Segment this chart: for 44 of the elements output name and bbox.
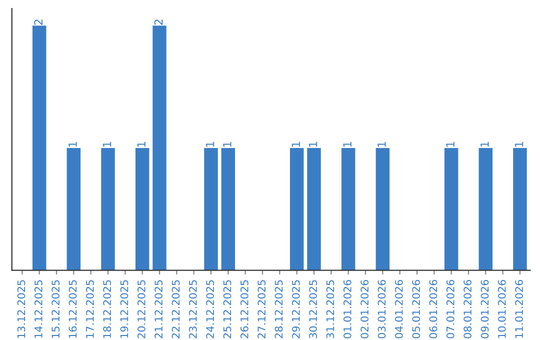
x-tick-label: 07.01.2026	[446, 280, 454, 338]
x-tick-label: 29.12.2025	[292, 280, 300, 338]
x-tick-label: 09.01.2026	[480, 280, 489, 338]
x-tick-label: 15.12.2025	[52, 280, 60, 338]
data-label: 1	[378, 142, 386, 147]
data-label: 1	[68, 142, 77, 147]
data-label: 2	[154, 20, 163, 25]
data-label: 1	[446, 142, 454, 147]
x-tick-label: 17.12.2025	[86, 280, 94, 338]
x-tick-label: 05.01.2026	[412, 280, 420, 338]
x-tick-label: 11.01.2026	[515, 280, 524, 338]
data-label: 1	[292, 142, 300, 147]
data-label: 1	[343, 142, 352, 147]
x-tick-label: 04.01.2026	[394, 280, 403, 338]
x-tick-label: 31.12.2025	[326, 280, 334, 338]
x-tick-label: 16.12.2025	[68, 280, 77, 338]
x-tick-label: 13.12.2025	[17, 280, 26, 338]
data-label: 1	[206, 142, 214, 147]
x-tick-label: 06.01.2026	[429, 280, 438, 338]
x-tick-label: 20.12.2025	[137, 280, 146, 338]
x-tick-label: 01.01.2026	[343, 280, 352, 338]
x-tick-label: 26.12.2025	[240, 280, 248, 338]
x-tick-label: 23.12.2025	[188, 280, 197, 338]
x-tick-label: 03.01.2026	[378, 280, 386, 338]
x-tick-label: 25.12.2025	[223, 280, 232, 338]
data-label: 1	[308, 142, 318, 147]
data-label: 2	[34, 20, 42, 25]
data-label: 1	[102, 142, 112, 147]
x-tick-label: 27.12.2025	[258, 280, 266, 338]
data-label: 1	[137, 142, 146, 147]
x-tick-label: 02.01.2026	[360, 280, 369, 338]
data-label: 1	[223, 142, 232, 147]
x-tick-label: 22.12.2025	[172, 280, 180, 338]
data-label: 1	[514, 142, 524, 147]
x-tick-label: 08.01.2026	[464, 280, 472, 338]
x-tick-label: 24.12.2025	[206, 280, 214, 338]
x-tick-label: 14.12.2025	[34, 280, 42, 338]
x-tick-label: 18.12.2025	[103, 280, 112, 338]
data-label: 1	[480, 142, 489, 147]
x-tick-label: 19.12.2025	[120, 280, 128, 338]
x-tick-label: 30.12.2025	[309, 280, 318, 338]
x-tick-label: 21.12.2025	[154, 280, 163, 338]
x-tick-label: 10.01.2026	[498, 280, 506, 338]
x-tick-label: 28.12.2025	[274, 280, 283, 338]
